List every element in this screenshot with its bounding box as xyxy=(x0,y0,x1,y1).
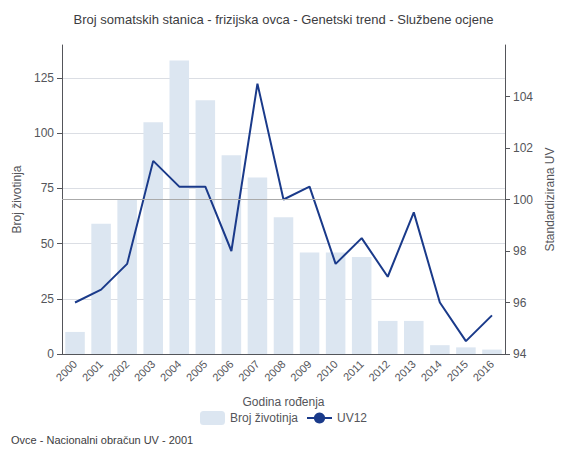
svg-text:100: 100 xyxy=(34,126,54,140)
svg-text:0: 0 xyxy=(47,347,54,361)
svg-text:2004: 2004 xyxy=(158,358,184,384)
svg-text:Broj životinja: Broj životinja xyxy=(10,165,24,233)
svg-text:2003: 2003 xyxy=(132,358,158,384)
svg-text:2007: 2007 xyxy=(236,358,262,384)
svg-text:125: 125 xyxy=(34,71,54,85)
svg-text:25: 25 xyxy=(41,292,55,306)
svg-text:2015: 2015 xyxy=(444,358,470,384)
svg-text:Broj životinja: Broj životinja xyxy=(230,411,298,425)
svg-text:Broj somatskih stanica - frizi: Broj somatskih stanica - frizijska ovca … xyxy=(74,12,494,27)
svg-text:Standardizirana UV: Standardizirana UV xyxy=(543,147,557,251)
svg-text:2012: 2012 xyxy=(366,358,392,384)
svg-text:Ovce - Nacionalni obračun UV -: Ovce - Nacionalni obračun UV - 2001 xyxy=(11,434,193,446)
svg-text:102: 102 xyxy=(513,141,533,155)
svg-text:2016: 2016 xyxy=(470,358,496,384)
svg-text:UV12: UV12 xyxy=(337,411,367,425)
svg-text:2011: 2011 xyxy=(341,358,366,383)
svg-text:2005: 2005 xyxy=(184,358,210,384)
svg-text:104: 104 xyxy=(513,90,533,104)
svg-text:2006: 2006 xyxy=(210,358,236,384)
svg-text:2009: 2009 xyxy=(288,358,314,384)
svg-text:2000: 2000 xyxy=(54,358,80,384)
svg-text:Godina rođenja: Godina rođenja xyxy=(242,395,324,409)
svg-text:98: 98 xyxy=(513,244,527,258)
svg-text:2014: 2014 xyxy=(418,358,444,384)
svg-text:2002: 2002 xyxy=(106,358,132,384)
svg-text:96: 96 xyxy=(513,296,527,310)
svg-text:50: 50 xyxy=(41,237,55,251)
svg-text:2010: 2010 xyxy=(314,358,340,384)
svg-text:100: 100 xyxy=(513,193,533,207)
svg-text:2001: 2001 xyxy=(80,358,106,384)
svg-text:2013: 2013 xyxy=(392,358,418,384)
svg-text:94: 94 xyxy=(513,347,527,361)
svg-text:2008: 2008 xyxy=(262,358,288,384)
svg-text:75: 75 xyxy=(41,181,55,195)
